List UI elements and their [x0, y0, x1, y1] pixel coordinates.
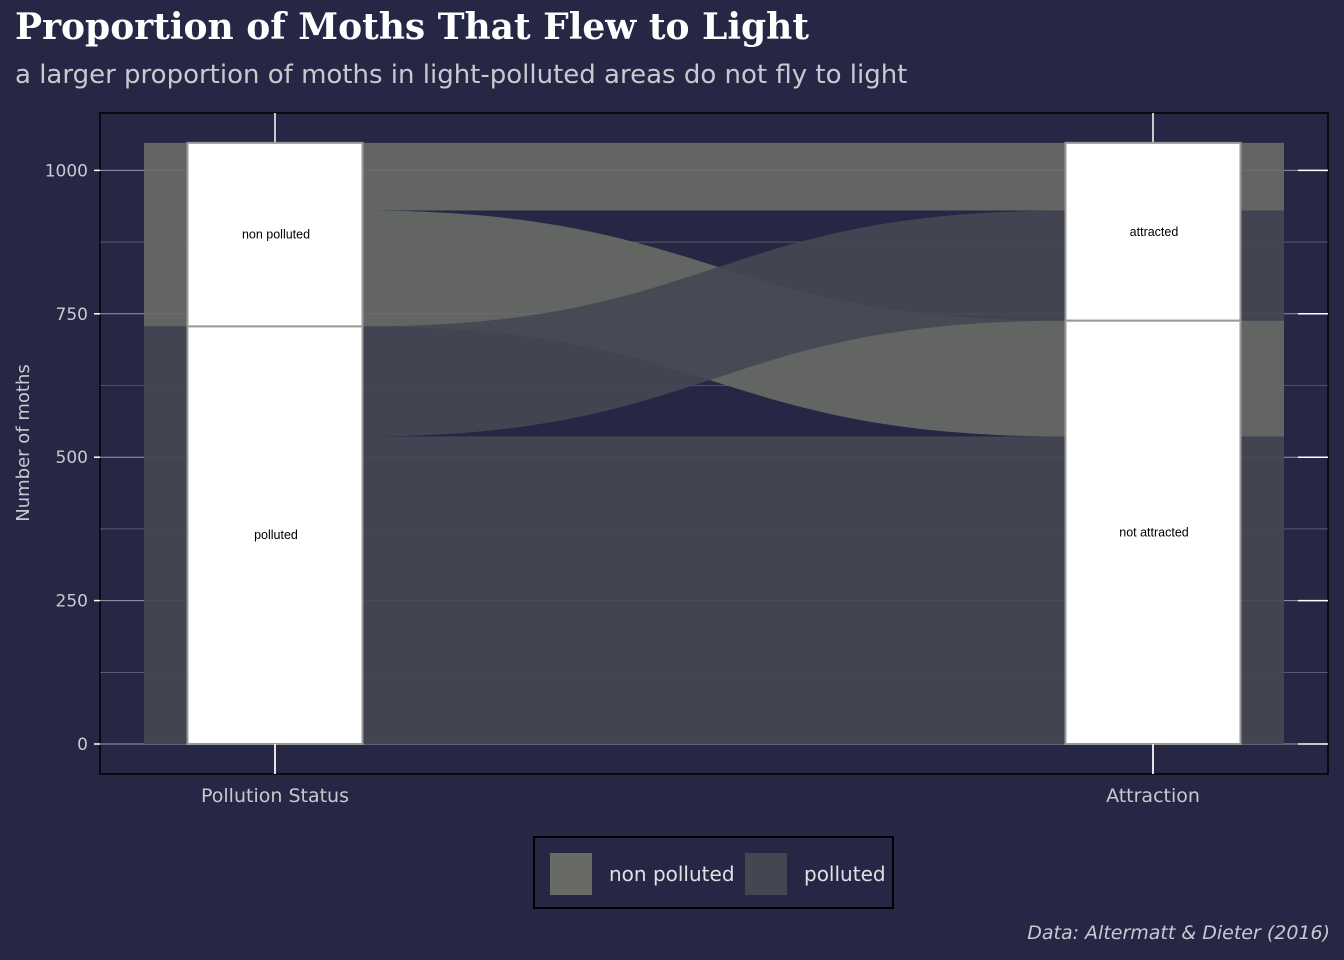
flow-non-polluted-to-attracted	[144, 142, 1284, 211]
stratum-polluted	[186, 325, 364, 745]
data-source-caption: Data: Altermatt & Dieter (2016)	[1027, 922, 1330, 944]
y-axis-label: Number of moths	[13, 364, 34, 522]
legend-label-non-polluted: non polluted	[609, 862, 735, 886]
chart-title: Proportion of Moths That Flew to Light	[15, 6, 809, 48]
y-tick-label: 0	[77, 735, 88, 755]
stratum-label-non-polluted: non polluted	[242, 228, 310, 242]
y-tick-label: 750	[56, 305, 88, 325]
stratum-label-not-attracted: not attracted	[1119, 525, 1189, 539]
stratum-not-attracted	[1064, 319, 1242, 745]
legend-swatch-polluted	[745, 853, 787, 895]
legend: non polluted polluted	[533, 836, 894, 909]
x-tick-label-pollution-status: Pollution Status	[201, 785, 349, 807]
flow-polluted-to-not-attracted	[144, 436, 1284, 744]
stratum-label-polluted: polluted	[254, 528, 298, 542]
stratum-non-polluted	[186, 141, 364, 328]
chart-subtitle: a larger proportion of moths in light-po…	[15, 60, 908, 90]
legend-item-non-polluted: non polluted	[550, 852, 735, 896]
x-tick-label-attraction: Attraction	[1106, 785, 1200, 807]
stratum-attracted	[1064, 141, 1242, 322]
y-tick-label: 250	[56, 592, 88, 612]
legend-label-polluted: polluted	[804, 862, 886, 886]
legend-item-polluted: polluted	[745, 852, 886, 896]
legend-swatch-non-polluted	[550, 853, 592, 895]
y-tick-label: 500	[56, 448, 88, 468]
stratum-label-attracted: attracted	[1130, 225, 1179, 239]
y-tick-label: 1000	[45, 161, 88, 181]
flow-polluted-to-attracted	[144, 210, 1284, 437]
